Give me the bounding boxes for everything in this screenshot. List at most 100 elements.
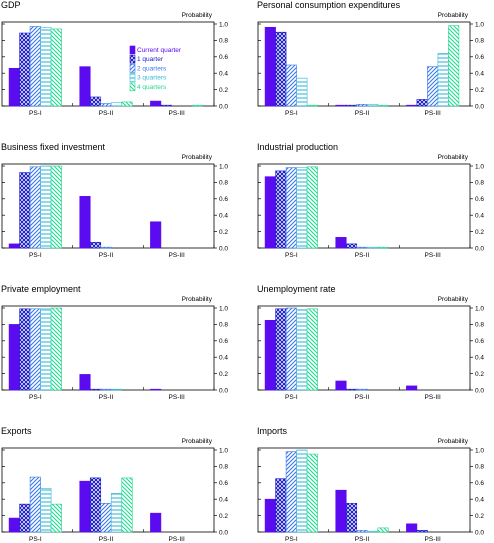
bar-2-quarters-ps-ii	[100, 502, 112, 533]
bar-3-quarters-ps-iii	[437, 53, 449, 107]
category-label-ps-ii: PS-II	[355, 536, 370, 543]
y-tick-label: 0.4	[475, 213, 484, 220]
category-label-ps-i: PS-I	[285, 252, 298, 259]
bar-3-quarters-ps-i	[40, 165, 52, 249]
y-tick-label: 1.0	[475, 447, 484, 454]
y-tick-label: 1.0	[219, 447, 228, 454]
panel-title: GDP	[1, 0, 21, 10]
panel-unemployment-rate: Unemployment rate Probability 0.0 0.2 0.4 0.6…	[257, 284, 484, 401]
y-tick-label: 0.0	[475, 245, 484, 252]
probability-label: Probability	[182, 296, 213, 303]
category-label-ps-ii: PS-II	[355, 394, 370, 401]
probability-label: Probability	[438, 438, 469, 445]
bar-current-quarter-ps-ii	[79, 374, 91, 391]
bar-current-quarter-ps-i	[8, 67, 20, 107]
bar-3-quarters-ps-i	[296, 167, 308, 249]
category-label-ps-iii: PS-III	[425, 394, 441, 401]
y-tick-label: 0.0	[219, 103, 228, 110]
bar-current-quarter-ps-ii	[335, 489, 347, 533]
bar-2-quarters-ps-ii	[356, 530, 368, 533]
bar-current-quarter-ps-iii	[406, 385, 418, 391]
y-tick-label: 0.2	[475, 87, 484, 94]
bar-3-quarters-ps-ii	[110, 388, 123, 391]
bar-2-quarters-ps-ii	[100, 103, 112, 107]
panel-private-employment: Private employment Probability 0.0 0.2 0.4 0.…	[1, 284, 228, 401]
bar-2-quarters-ps-i	[29, 166, 41, 249]
legend-label-1-quarter: 1 quarter	[137, 56, 164, 63]
y-tick-label: 0.4	[475, 71, 484, 78]
bar-current-quarter-ps-i	[264, 26, 276, 107]
bar-3-quarters-ps-ii	[366, 104, 379, 107]
bar-3-quarters-ps-ii	[110, 493, 123, 533]
bar-2-quarters-ps-i	[29, 308, 41, 391]
y-tick-label: 0.6	[219, 480, 228, 487]
bar-current-quarter-ps-iii	[150, 388, 162, 391]
bar-2-quarters-ps-iii	[427, 66, 439, 107]
bar-1-quarter-ps-ii	[345, 243, 358, 249]
bar-2-quarters-ps-ii	[100, 246, 112, 249]
panel-business-fixed-investment: Business fixed investment Probability 0.0 0…	[1, 142, 228, 259]
y-tick-label: 0.6	[219, 54, 228, 61]
bar-current-quarter-ps-iii	[406, 104, 418, 107]
probability-label: Probability	[438, 12, 469, 19]
bar-current-quarter-ps-i	[8, 517, 20, 533]
y-tick-label: 0.2	[219, 87, 228, 94]
y-tick-label: 0.8	[219, 180, 228, 187]
bar-current-quarter-ps-ii	[79, 196, 91, 249]
bar-1-quarter-ps-iii	[416, 99, 428, 107]
category-label-ps-i: PS-I	[285, 536, 298, 543]
y-tick-label: 0.8	[475, 180, 484, 187]
y-tick-label: 0.6	[475, 196, 484, 203]
y-tick-label: 0.4	[475, 355, 484, 362]
bar-2-quarters-ps-i	[29, 26, 41, 107]
bar-4-quarters-ps-ii	[121, 477, 133, 533]
bar-2-quarters-ps-ii	[356, 246, 368, 249]
bar-2-quarters-ps-ii	[100, 388, 112, 391]
bar-2-quarters-ps-i	[285, 64, 297, 107]
bar-3-quarters-ps-ii	[110, 102, 123, 107]
bar-4-quarters-ps-i	[306, 104, 318, 107]
category-label-ps-ii: PS-II	[99, 110, 114, 117]
y-tick-label: 0.8	[475, 322, 484, 329]
y-tick-label: 0.8	[219, 322, 228, 329]
category-label-ps-i: PS-I	[285, 394, 298, 401]
bar-4-quarters-ps-ii	[121, 101, 133, 107]
bar-3-quarters-ps-i	[296, 449, 308, 533]
category-label-ps-iii: PS-III	[425, 110, 441, 117]
category-label-ps-ii: PS-II	[355, 252, 370, 259]
bar-3-quarters-ps-i	[296, 309, 308, 391]
panel-exports: Exports Probability 0.0 0.2 0.4 0.6 0.8 1.0 PS-I…	[1, 426, 228, 543]
bar-1-quarter-ps-ii	[89, 96, 102, 107]
category-label-ps-ii: PS-II	[99, 252, 114, 259]
category-label-ps-iii: PS-III	[169, 536, 185, 543]
y-tick-label: 0.6	[475, 54, 484, 61]
bar-4-quarters-ps-iii	[192, 104, 204, 107]
category-label-ps-i: PS-I	[285, 110, 298, 117]
y-tick-label: 0.0	[475, 103, 484, 110]
y-tick-label: 1.0	[475, 163, 484, 170]
y-tick-label: 1.0	[475, 21, 484, 28]
bar-4-quarters-ps-i	[50, 28, 62, 107]
bar-current-quarter-ps-i	[264, 319, 276, 391]
bar-current-quarter-ps-i	[8, 243, 20, 249]
y-tick-label: 0.4	[219, 497, 228, 504]
legend-swatch-current-quarter	[129, 45, 136, 55]
category-label-ps-iii: PS-III	[425, 252, 441, 259]
bar-1-quarter-ps-ii	[89, 477, 102, 533]
y-tick-label: 0.4	[475, 497, 484, 504]
bar-current-quarter-ps-ii	[335, 237, 347, 249]
y-tick-label: 0.0	[475, 387, 484, 394]
category-label-ps-iii: PS-III	[169, 252, 185, 259]
category-label-ps-iii: PS-III	[169, 110, 185, 117]
category-label-ps-i: PS-I	[29, 394, 42, 401]
panel-title: Business fixed investment	[1, 142, 106, 152]
bar-1-quarter-ps-ii	[89, 241, 102, 249]
bar-2-quarters-ps-ii	[356, 104, 368, 107]
bar-1-quarter-ps-i	[19, 172, 31, 249]
bar-current-quarter-ps-ii	[335, 104, 347, 107]
panel-title: Imports	[257, 426, 288, 436]
probability-label: Probability	[182, 438, 213, 445]
legend-label-4-quarters: 4 quarters	[137, 84, 167, 91]
bar-1-quarter-ps-iii	[160, 104, 172, 107]
category-label-ps-iii: PS-III	[425, 536, 441, 543]
